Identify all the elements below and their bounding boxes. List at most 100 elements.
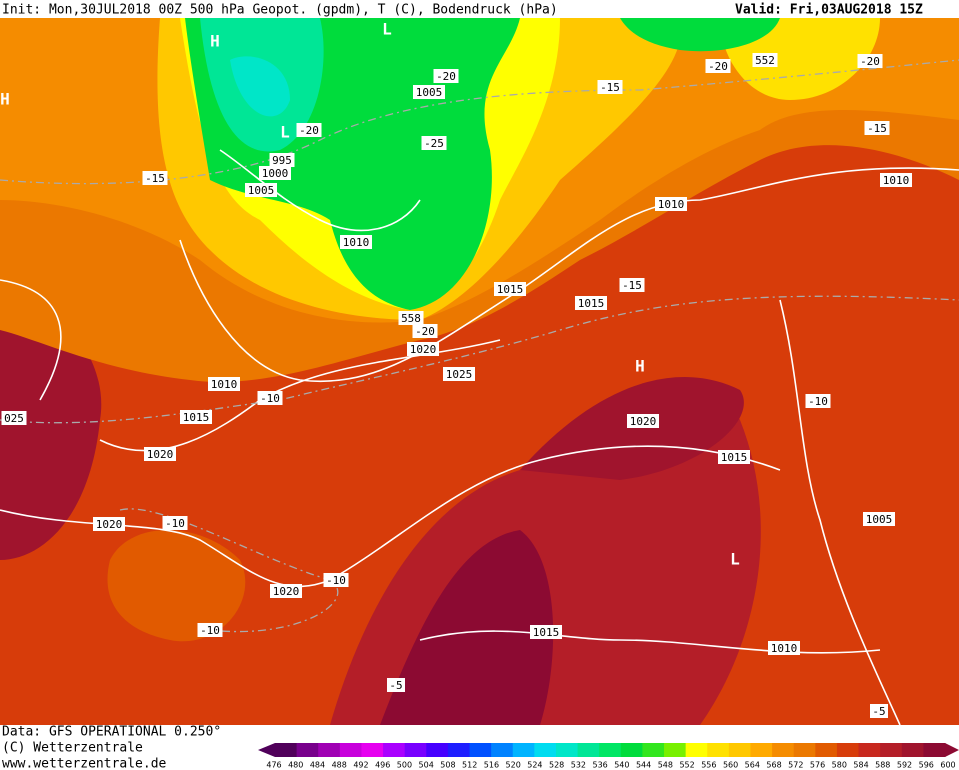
colorbar-label: 500	[397, 761, 412, 770]
contour-label-bg	[433, 69, 459, 83]
contour-label: 1005	[866, 513, 893, 526]
colorbar-label: 600	[940, 761, 955, 770]
contour-label-bg	[880, 173, 912, 187]
contour-label: -20	[708, 60, 728, 73]
contour-label: 1020	[410, 343, 437, 356]
header-bg	[0, 0, 959, 18]
colorbar-arrow	[945, 743, 959, 757]
colorbar-swatch	[491, 743, 514, 757]
contour-label-bg	[718, 450, 750, 464]
contour-label-bg	[575, 296, 607, 310]
contour-label-bg	[863, 512, 895, 526]
colorbar-swatch	[772, 743, 795, 757]
contour-label: -15	[145, 172, 165, 185]
colorbar-label: 492	[353, 761, 368, 770]
colorbar-swatch	[728, 743, 751, 757]
pressure-center: H	[210, 32, 220, 51]
colorbar-label: 516	[484, 761, 499, 770]
colorbar-swatch	[685, 743, 708, 757]
contour-label: 1015	[578, 297, 605, 310]
colorbar-swatch	[469, 743, 492, 757]
contour-label: 552	[755, 54, 775, 67]
colorbar-label: 560	[723, 761, 738, 770]
colorbar-swatch	[447, 743, 471, 757]
contour-label-bg	[655, 197, 687, 211]
contour-label: -20	[860, 55, 880, 68]
contour-label-bg	[805, 394, 831, 408]
isobar	[779, 299, 901, 726]
contour-label: 1005	[248, 184, 275, 197]
colorbar-label: 540	[614, 761, 629, 770]
colorbar-label: 556	[701, 761, 716, 770]
contour-label-bg	[530, 625, 562, 639]
contour-label-bg	[142, 171, 168, 185]
contour-label: 1020	[147, 448, 174, 461]
colorbar-label: 572	[788, 761, 803, 770]
colorbar-swatch	[793, 743, 816, 757]
colorbar-swatch	[599, 743, 622, 757]
contour-label: -15	[600, 81, 620, 94]
colorbar-swatch	[836, 743, 860, 757]
footer-url: www.wetterzentrale.de	[2, 757, 167, 770]
contour-label-bg	[270, 584, 302, 598]
colorbar-swatch	[815, 743, 838, 757]
contour-label: -10	[326, 574, 346, 587]
contour-label-bg	[413, 85, 445, 99]
colorbar-arrow	[258, 743, 275, 757]
contour-label: -25	[424, 137, 444, 150]
contour-label-bg	[144, 447, 176, 461]
fill	[230, 56, 290, 117]
colorbar-label: 508	[440, 761, 455, 770]
contour-label: -10	[200, 624, 220, 637]
fill	[380, 530, 554, 725]
contour-label: 1020	[273, 585, 300, 598]
contour-label-bg	[340, 235, 372, 249]
pressure-center: L	[280, 123, 290, 142]
contour-label: 1010	[771, 642, 798, 655]
contour-label: -10	[260, 392, 280, 405]
colorbar-label: 496	[375, 761, 390, 770]
colorbar-swatch	[426, 743, 449, 757]
contour-label: -5	[389, 679, 402, 692]
contour-label-bg	[407, 342, 439, 356]
contour-label-bg	[180, 410, 212, 424]
contour-label-bg	[259, 166, 291, 180]
colorbar-label: 536	[592, 761, 607, 770]
contour-label-bg	[597, 80, 623, 94]
isotherm	[0, 59, 959, 185]
colorbar-swatch	[534, 743, 557, 757]
contour-label-bg	[93, 517, 125, 531]
contour-label: -20	[415, 325, 435, 338]
colorbar-label: 528	[549, 761, 564, 770]
contour-label-bg	[864, 121, 890, 135]
contour-label: -15	[622, 279, 642, 292]
fill	[107, 530, 246, 642]
colorbar-swatch	[750, 743, 773, 757]
contour-label-bg	[245, 183, 277, 197]
contour-label-bg	[1, 411, 27, 425]
pressure-center: H	[0, 90, 10, 109]
contour-label-bg	[269, 153, 295, 167]
footer-copyright: (C) Wetterzentrale	[2, 741, 143, 756]
colorbar-label: 476	[266, 761, 281, 770]
contour-label: 1020	[630, 415, 657, 428]
colorbar-label: 584	[853, 761, 868, 770]
colorbar-swatch	[664, 743, 687, 757]
colorbar-swatch	[339, 743, 362, 757]
colorbar-label: 488	[332, 761, 347, 770]
colorbar-label: 592	[897, 761, 912, 770]
colorbar-label: 512	[462, 761, 477, 770]
contour-label-bg	[627, 414, 659, 428]
colorbar-swatch	[512, 743, 535, 757]
footer-data: Data: GFS OPERATIONAL 0.250°	[2, 725, 221, 740]
colorbar-label: 532	[571, 761, 586, 770]
contour-label: 558	[401, 312, 421, 325]
contour-label: -10	[808, 395, 828, 408]
contour-label-bg	[162, 516, 188, 530]
contour-label-bg	[705, 59, 731, 73]
contour-label: 1005	[416, 86, 443, 99]
colorbar-label: 524	[527, 761, 542, 770]
contour-label: 1010	[658, 198, 685, 211]
contour-label: 1010	[343, 236, 370, 249]
